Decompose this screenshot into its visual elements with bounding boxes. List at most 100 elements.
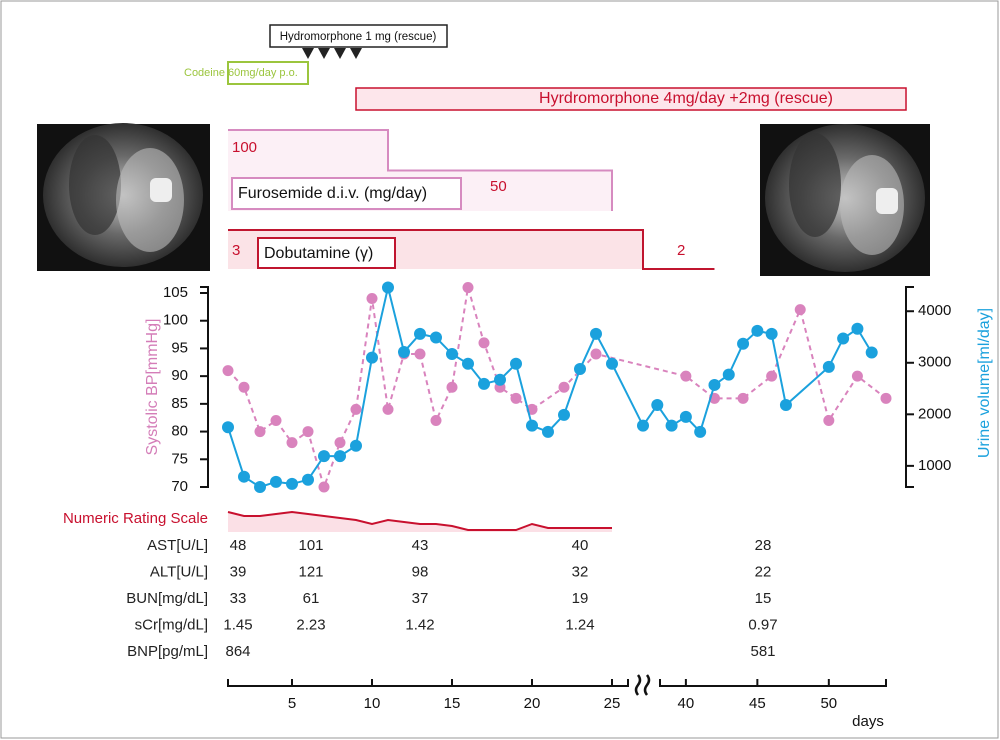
data-point	[738, 393, 749, 404]
lab-value: 28	[755, 537, 772, 554]
data-point	[574, 363, 586, 375]
lab-value: 581	[750, 643, 775, 660]
data-point	[751, 325, 763, 337]
data-point	[852, 371, 863, 382]
y-tick-label: 75	[171, 450, 188, 467]
data-point	[255, 426, 266, 437]
x-axis-title: days	[852, 713, 884, 730]
y-tick-label: 95	[171, 339, 188, 356]
y2-tick-label: 1000	[918, 457, 951, 474]
data-point	[780, 399, 792, 411]
figure: Hydromorphone 1 mg (rescue) Systolic BP[…	[0, 0, 1000, 740]
xray-left	[37, 123, 210, 271]
codeine-label: Codeine 60mg/day p.o.	[184, 67, 298, 79]
lab-label: AST[U/L]	[147, 537, 208, 554]
data-point	[239, 382, 250, 393]
data-point	[463, 282, 474, 293]
lab-label: BNP[pg/mL]	[127, 643, 208, 660]
x-tick-label: 45	[749, 695, 766, 712]
data-point	[590, 328, 602, 340]
data-point	[510, 358, 522, 370]
lab-label: ALT[U/L]	[150, 563, 208, 580]
y-tick-label: 105	[163, 284, 188, 301]
data-point	[366, 352, 378, 364]
furosemide-label: Furosemide d.i.v. (mg/day)	[238, 185, 427, 202]
data-point	[837, 333, 849, 345]
data-point	[335, 437, 346, 448]
lab-value: 40	[572, 537, 589, 554]
data-point	[591, 348, 602, 359]
y-tick-label: 100	[163, 312, 188, 329]
data-point	[270, 476, 282, 488]
y-axis-title: Systolic BP[mmHg]	[144, 319, 161, 456]
data-point	[680, 371, 691, 382]
data-point	[542, 426, 554, 438]
lab-value: 32	[572, 563, 589, 580]
data-point	[511, 393, 522, 404]
x-tick-label: 5	[288, 695, 296, 712]
lab-value: 48	[230, 537, 247, 554]
data-point	[823, 415, 834, 426]
data-point	[254, 481, 266, 493]
y-tick-label: 85	[171, 395, 188, 412]
data-point	[766, 328, 778, 340]
data-point	[737, 338, 749, 350]
x-tick-label: 50	[820, 695, 837, 712]
data-point	[351, 404, 362, 415]
data-point	[318, 450, 330, 462]
data-point	[479, 337, 490, 348]
data-point	[651, 399, 663, 411]
data-point	[559, 382, 570, 393]
lab-value: 43	[412, 537, 429, 554]
y-tick-label: 70	[171, 478, 188, 495]
lab-value: 33	[230, 590, 247, 607]
lab-value: 2.23	[296, 616, 325, 633]
data-point	[430, 332, 442, 344]
data-point	[666, 420, 678, 432]
dobutamine-value-label: 3	[232, 242, 240, 259]
data-point	[694, 426, 706, 438]
nrs-label: Numeric Rating Scale	[63, 510, 208, 527]
lab-value: 98	[412, 563, 429, 580]
data-point	[303, 426, 314, 437]
data-point	[851, 323, 863, 335]
data-point	[302, 474, 314, 486]
data-point	[708, 379, 720, 391]
lab-value: 15	[755, 590, 772, 607]
data-point	[382, 282, 394, 294]
y-tick-label: 80	[171, 423, 188, 440]
lab-value: 864	[225, 643, 250, 660]
lab-value: 121	[298, 563, 323, 580]
dobutamine-value-label: 2	[677, 242, 685, 259]
data-point	[287, 437, 298, 448]
data-point	[680, 411, 692, 423]
lab-value: 1.24	[565, 616, 594, 633]
data-point	[606, 358, 618, 370]
lab-value: 101	[298, 537, 323, 554]
x-tick-label: 15	[444, 695, 461, 712]
lab-label: sCr[mg/dL]	[135, 616, 208, 633]
rescue-label: Hydromorphone 1 mg (rescue)	[280, 31, 437, 43]
data-point	[319, 482, 330, 493]
data-point	[286, 478, 298, 490]
y2-tick-label: 2000	[918, 405, 951, 422]
data-point	[558, 409, 570, 421]
x-tick-label: 40	[678, 695, 695, 712]
furosemide-value-label: 50	[490, 178, 507, 195]
x-tick-label: 10	[364, 695, 381, 712]
data-point	[398, 346, 410, 358]
data-point	[414, 328, 426, 340]
x-tick-label: 20	[524, 695, 541, 712]
data-point	[446, 348, 458, 360]
data-point	[478, 378, 490, 390]
lab-value: 22	[755, 563, 772, 580]
data-point	[462, 358, 474, 370]
data-point	[334, 450, 346, 462]
y2-tick-label: 4000	[918, 302, 951, 319]
data-point	[223, 365, 234, 376]
x-tick-label: 25	[604, 695, 621, 712]
data-point	[637, 420, 649, 432]
lab-value: 61	[303, 590, 320, 607]
data-point	[723, 369, 735, 381]
y-tick-label: 90	[171, 367, 188, 384]
